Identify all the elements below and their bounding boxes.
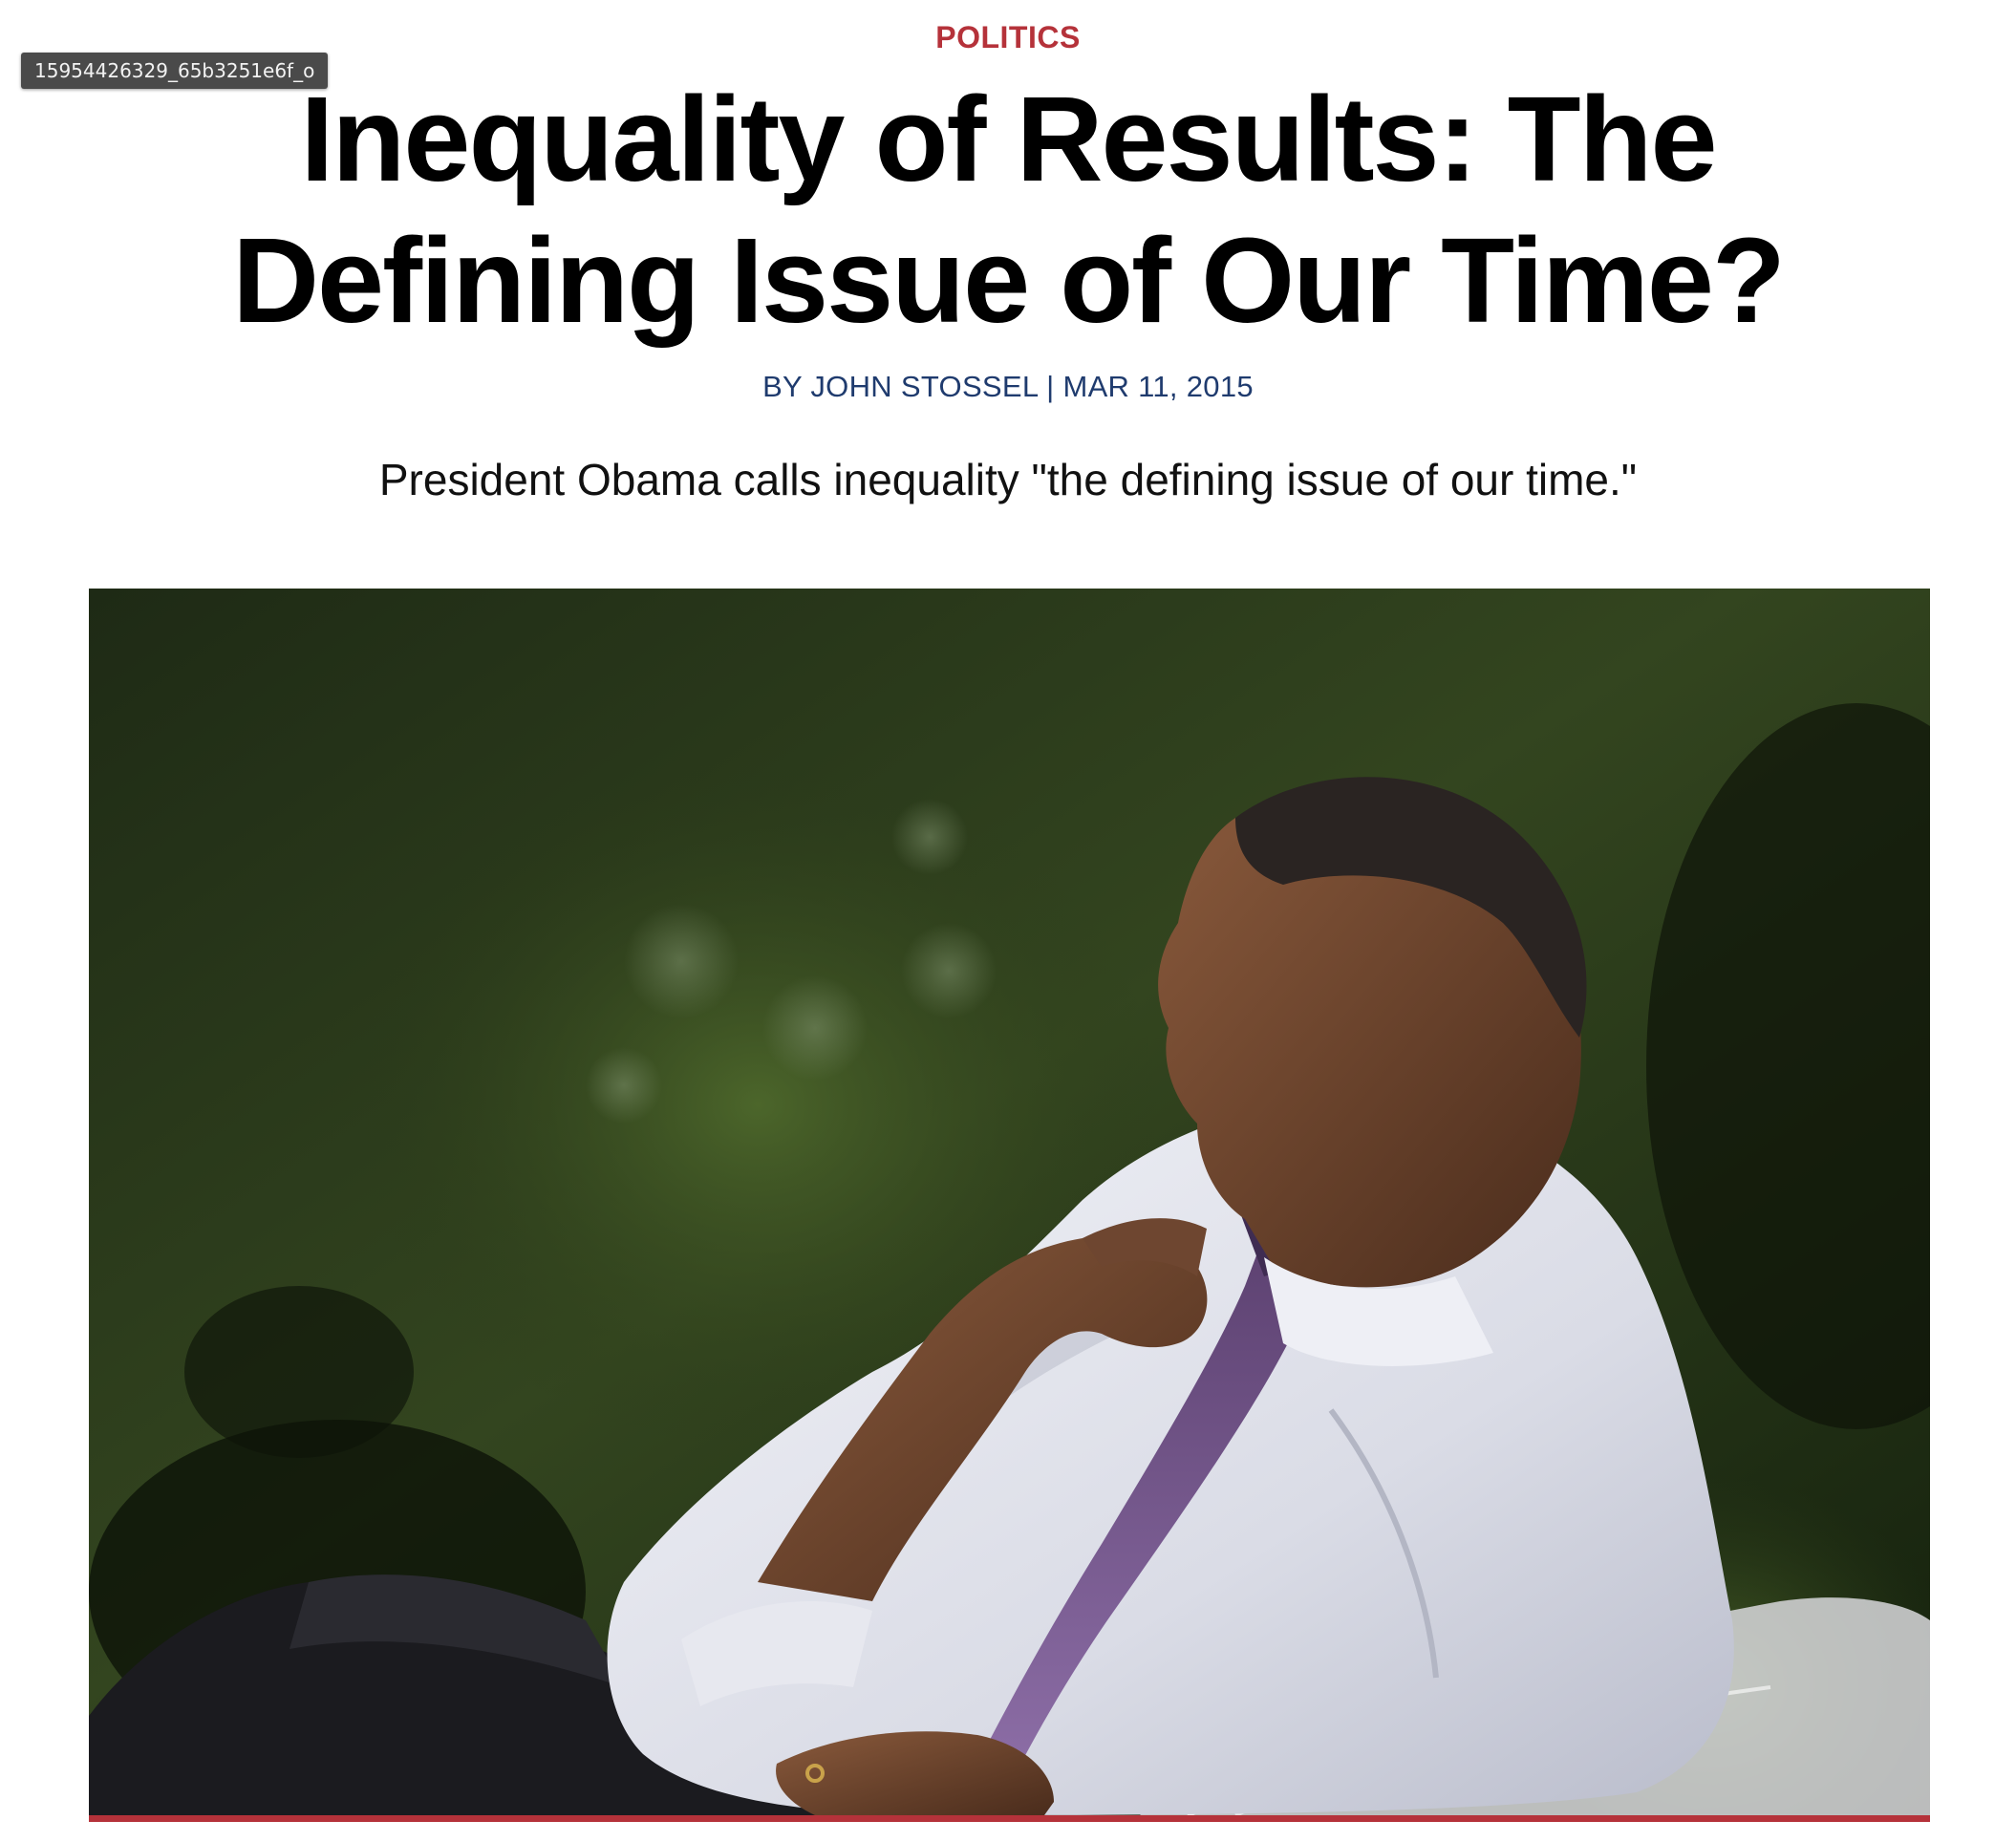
category-link[interactable]: POLITICS — [935, 20, 1081, 54]
hero-image — [89, 589, 1930, 1815]
image-filename-tooltip: 15954426329_65b3251e6f_o — [21, 53, 329, 89]
article-title: Inequality of Results: The Defining Issu… — [232, 72, 1786, 348]
article-byline[interactable]: BY JOHN STOSSEL | MAR 11, 2015 — [762, 370, 1254, 403]
hero-photo — [89, 589, 1930, 1815]
article-subtitle: President Obama calls inequality "the de… — [378, 455, 1638, 504]
hero-accent-bar — [89, 1815, 1930, 1822]
